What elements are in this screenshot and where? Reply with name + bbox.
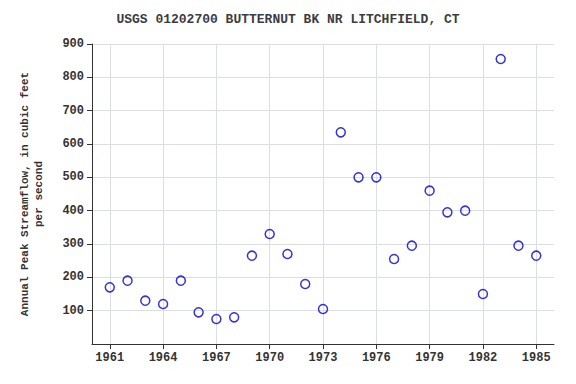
svg-text:1964: 1964 <box>149 351 178 365</box>
svg-text:800: 800 <box>62 70 84 84</box>
svg-text:600: 600 <box>62 137 84 151</box>
svg-text:100: 100 <box>62 304 84 318</box>
svg-text:1970: 1970 <box>255 351 284 365</box>
svg-text:Annual Peak Streamflow, in cub: Annual Peak Streamflow, in cubic feet <box>19 72 31 316</box>
svg-text:1979: 1979 <box>415 351 444 365</box>
svg-text:1961: 1961 <box>95 351 124 365</box>
svg-text:1985: 1985 <box>522 351 551 365</box>
svg-text:1967: 1967 <box>202 351 231 365</box>
svg-text:1982: 1982 <box>469 351 498 365</box>
svg-text:1976: 1976 <box>362 351 391 365</box>
svg-text:1973: 1973 <box>309 351 338 365</box>
svg-text:300: 300 <box>62 237 84 251</box>
svg-text:per second: per second <box>33 161 45 227</box>
svg-text:900: 900 <box>62 37 84 51</box>
svg-text:USGS 01202700 BUTTERNUT BK NR: USGS 01202700 BUTTERNUT BK NR LITCHFIELD… <box>116 12 459 27</box>
svg-text:400: 400 <box>62 204 84 218</box>
svg-text:200: 200 <box>62 270 84 284</box>
svg-text:700: 700 <box>62 104 84 118</box>
svg-text:500: 500 <box>62 170 84 184</box>
